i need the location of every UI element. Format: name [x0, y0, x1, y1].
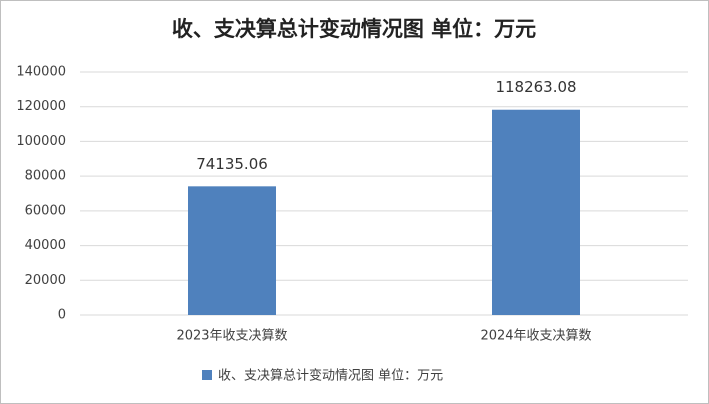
y-tick-label: 100000 — [16, 134, 66, 149]
legend-label: 收、支决算总计变动情况图 单位：万元 — [218, 368, 443, 384]
y-tick-label: 140000 — [16, 65, 66, 80]
chart-title: 收、支决算总计变动情况图 单位：万元 — [172, 17, 536, 41]
value-label: 118263.08 — [495, 78, 576, 96]
x-tick-label: 2023年收支决算数 — [176, 329, 287, 344]
y-tick-label: 60000 — [25, 203, 66, 218]
value-label: 74135.06 — [196, 155, 268, 173]
legend-swatch — [202, 370, 212, 380]
y-tick-label: 40000 — [25, 238, 66, 253]
y-tick-label: 80000 — [25, 169, 66, 184]
y-tick-label: 120000 — [16, 99, 66, 114]
y-tick-label: 20000 — [25, 273, 66, 288]
bar — [492, 109, 580, 315]
x-tick-label: 2024年收支决算数 — [480, 329, 591, 344]
bar — [188, 186, 276, 315]
y-tick-label: 0 — [58, 308, 66, 323]
